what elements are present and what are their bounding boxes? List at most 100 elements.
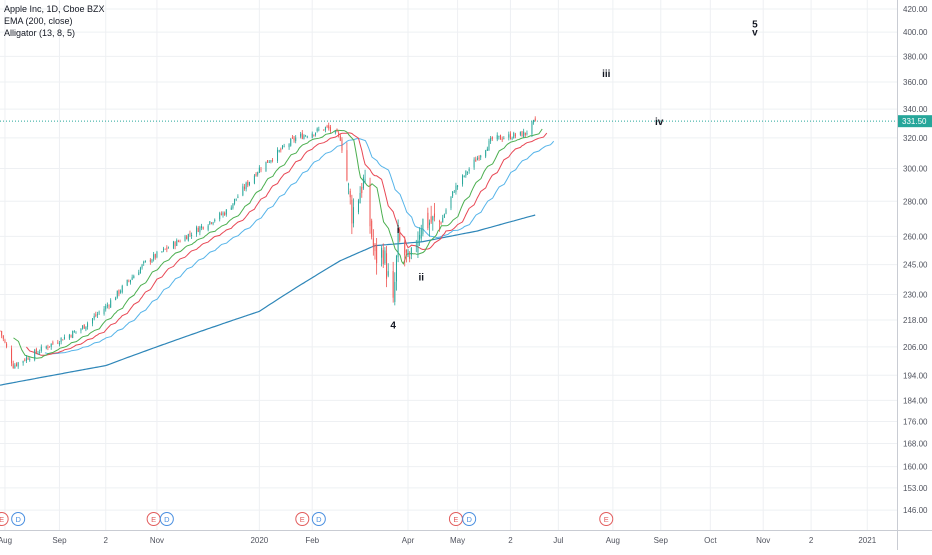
- candle-body: [361, 187, 363, 194]
- candle-body: [47, 346, 49, 348]
- candle-body: [513, 132, 515, 139]
- candle-body: [336, 129, 338, 133]
- candle-body: [232, 203, 234, 209]
- candle-body: [268, 161, 270, 163]
- candles: [0, 116, 536, 369]
- candle-body: [323, 129, 325, 131]
- candle-body: [34, 350, 36, 360]
- candle-body: [143, 261, 145, 264]
- candle-body: [349, 190, 351, 198]
- dividend-marker[interactable]: [462, 512, 477, 526]
- price-axis-tick: 206.00: [903, 343, 928, 352]
- earnings-marker[interactable]: [0, 512, 9, 526]
- wave-label[interactable]: 4: [390, 321, 396, 332]
- price-axis-tick: 218.00: [903, 316, 928, 325]
- candle-body: [445, 209, 447, 214]
- candle-body: [50, 343, 52, 347]
- wave-label[interactable]: 5: [752, 19, 758, 30]
- chart-legend: Apple Inc, 1D, Cboe BZX EMA (200, close)…: [4, 3, 105, 39]
- candle-body: [16, 363, 18, 366]
- candle-body: [24, 359, 26, 361]
- candle-body: [534, 118, 536, 122]
- candle-body: [496, 135, 498, 140]
- candle-body: [475, 159, 477, 162]
- candle-body: [189, 233, 191, 235]
- event-marker-label: D: [466, 515, 472, 524]
- price-axis-tick: 245.00: [903, 261, 928, 270]
- candle-body: [45, 346, 47, 349]
- price-axis-tick: 230.00: [903, 291, 928, 300]
- legend-symbol[interactable]: Apple Inc, 1D, Cboe BZX: [4, 4, 105, 14]
- candle-body: [381, 248, 383, 258]
- candle-body: [57, 342, 59, 344]
- candle-body: [247, 181, 249, 186]
- candle-body: [70, 335, 72, 337]
- candle-body: [359, 192, 361, 204]
- candle-body: [351, 199, 353, 224]
- candle-body: [290, 138, 292, 146]
- candle-body: [466, 172, 468, 173]
- wave-label[interactable]: iv: [655, 117, 664, 128]
- candle-body: [106, 305, 108, 307]
- candle-body: [491, 136, 493, 140]
- candle-body: [315, 132, 317, 135]
- time-axis-tick: 2: [103, 536, 108, 545]
- time-axis-tick: Sep: [654, 536, 669, 545]
- legend-alligator[interactable]: Alligator (13, 8, 5): [4, 28, 76, 38]
- event-marker-label: D: [316, 515, 322, 524]
- price-axis-tick: 260.00: [903, 232, 928, 241]
- candle-body: [313, 134, 315, 136]
- alligator-teeth-line: [26, 132, 548, 356]
- candle-body: [6, 343, 8, 347]
- candle-body: [105, 306, 107, 310]
- wave-label[interactable]: i: [397, 225, 400, 236]
- candle-body: [40, 346, 42, 351]
- candle-body: [405, 249, 407, 253]
- candle-body: [4, 340, 6, 343]
- dividend-marker[interactable]: [11, 512, 26, 526]
- candle-body: [35, 349, 37, 353]
- candle-body: [110, 300, 112, 308]
- wave-label[interactable]: v: [752, 28, 758, 39]
- candle-body: [103, 308, 105, 314]
- candle-body: [96, 314, 98, 316]
- dividend-marker[interactable]: [311, 512, 326, 526]
- candle-body: [255, 173, 257, 177]
- candle-body: [177, 241, 179, 243]
- candle-body: [73, 331, 75, 333]
- candle-body: [417, 240, 419, 253]
- candle-body: [409, 256, 411, 259]
- wave-label[interactable]: iii: [602, 69, 611, 80]
- candle-body: [339, 135, 341, 141]
- candle-body: [281, 145, 283, 149]
- candle-body: [253, 175, 255, 184]
- candle-body: [399, 232, 401, 241]
- last-price-label: 331.50: [902, 117, 927, 126]
- wave-label[interactable]: ii: [418, 272, 424, 283]
- candle-body: [432, 216, 434, 221]
- candle-body: [316, 128, 318, 132]
- candle-body: [533, 119, 535, 123]
- candle-body: [488, 140, 490, 151]
- dividend-marker[interactable]: [159, 512, 174, 526]
- candle-body: [480, 155, 482, 158]
- price-axis-tick: 153.00: [903, 484, 928, 493]
- earnings-marker[interactable]: [295, 512, 310, 526]
- time-axis-tick: 2: [809, 536, 814, 545]
- candle-body: [473, 159, 475, 168]
- price-axis-tick: 380.00: [903, 52, 928, 61]
- candle-body: [485, 150, 487, 157]
- candle-body: [82, 325, 84, 329]
- candle-body: [156, 251, 158, 258]
- earnings-marker[interactable]: [599, 512, 614, 526]
- candle-body: [210, 222, 212, 224]
- price-axis-tick: 340.00: [903, 105, 928, 114]
- candle-body: [346, 150, 348, 181]
- legend-ema[interactable]: EMA (200, close): [4, 16, 73, 26]
- candle-body: [187, 234, 189, 241]
- candle-body: [212, 222, 214, 224]
- candle-body: [257, 172, 259, 175]
- candle-body: [498, 135, 500, 137]
